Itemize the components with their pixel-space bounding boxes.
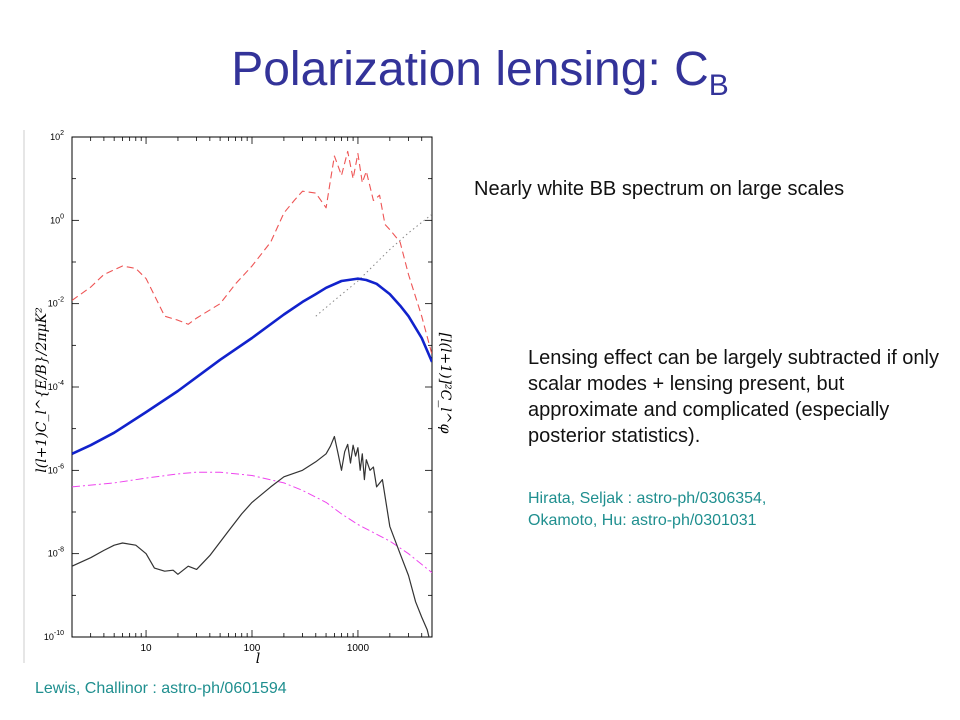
reference-lewis: Lewis, Challinor : astro-ph/0601594 — [35, 680, 287, 697]
title-main: Polarization lensing: C — [231, 43, 709, 96]
y-axis-label: l(l+1)C_l^{E/B}/2πμK² — [34, 307, 50, 473]
series-line-4 — [72, 435, 430, 637]
reference-hirata-okamoto: Hirata, Seljak : astro-ph/0306354, Okamo… — [528, 488, 943, 532]
chart-tick-labels: 10 100 1000 102 100 10-2 10-4 10-6 10-8 10-10 — [44, 130, 370, 654]
y-tick-label: 102 — [50, 130, 64, 142]
chart-series — [72, 150, 432, 637]
series-line-2 — [72, 277, 432, 455]
note-white-spectrum: Nearly white BB spectrum on large scales — [474, 178, 845, 200]
y-axis-right-label: [l(l+1)]²C_l^φ — [437, 333, 453, 434]
note-lensing-effect: Lensing effect can be largely subtracted… — [528, 347, 939, 447]
slide-title: Polarization lensing: CB — [0, 42, 960, 103]
series-line-0 — [72, 150, 432, 355]
y-tick-label: 10-8 — [48, 547, 64, 559]
chart-axes — [71, 136, 433, 638]
x-tick-label: 10 — [140, 643, 152, 654]
y-tick-label: 10-2 — [48, 297, 64, 309]
y-tick-label: 10-10 — [44, 630, 64, 642]
reference-hirata: Hirata, Seljak : astro-ph/0306354, — [528, 490, 767, 507]
x-axis-label: l — [256, 651, 260, 667]
y-tick-label: 10-6 — [48, 463, 64, 475]
reference-okamoto: Okamoto, Hu: astro-ph/0301031 — [528, 512, 757, 529]
series-line-3 — [72, 471, 432, 574]
y-tick-label: 10-4 — [48, 380, 64, 392]
x-tick-label: 100 — [244, 643, 261, 654]
y-tick-label: 100 — [50, 213, 64, 225]
x-tick-label: 1000 — [347, 643, 370, 654]
series-line-1 — [315, 213, 432, 317]
plot-frame — [71, 136, 433, 638]
title-subscript: B — [708, 69, 729, 102]
